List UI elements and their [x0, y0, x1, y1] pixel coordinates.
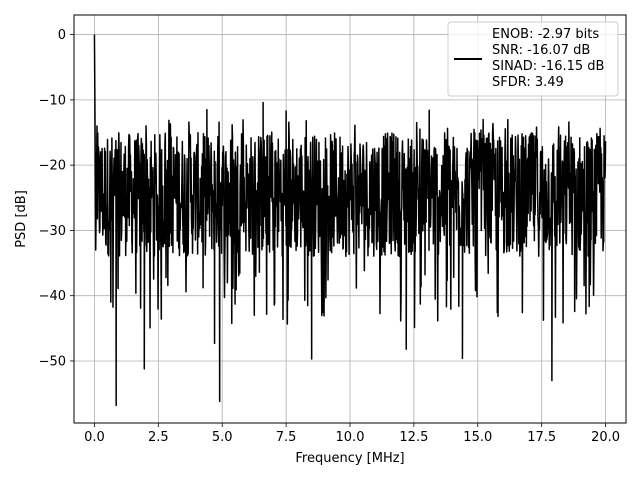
x-tick-label: 20.0	[591, 430, 620, 445]
x-axis-label: Frequency [MHz]	[295, 451, 404, 466]
x-tick-label: 15.0	[463, 430, 492, 445]
y-tick-label: −10	[39, 93, 66, 108]
x-tick-label: 10.0	[336, 430, 365, 445]
legend-enob: ENOB: -2.97 bits	[492, 27, 599, 42]
y-tick-label: −40	[39, 289, 66, 304]
psd-series	[93, 34, 607, 407]
axis-ticks: 0.0 2.5 5.0 7.5 10.0 12.5 15.0 17.5 20.0 0 −10 −20 −…	[39, 28, 620, 445]
legend-sfdr: SFDR: 3.49	[492, 75, 564, 90]
psd-line	[93, 34, 607, 407]
x-tick-label: 7.5	[276, 430, 297, 445]
x-tick-label: 12.5	[399, 430, 428, 445]
legend: ENOB: -2.97 bits SNR: -16.07 dB SINAD: -…	[447, 21, 619, 97]
y-axis-label: PSD [dB]	[14, 190, 29, 248]
legend-sinad: SINAD: -16.15 dB	[492, 59, 604, 74]
y-tick-label: 0	[58, 28, 66, 43]
x-tick-label: 2.5	[148, 430, 169, 445]
legend-snr: SNR: -16.07 dB	[492, 43, 590, 58]
y-tick-label: −20	[39, 159, 66, 174]
x-tick-label: 5.0	[212, 430, 233, 445]
x-tick-label: 0.0	[84, 430, 105, 445]
y-tick-label: −30	[39, 224, 66, 239]
y-tick-label: −50	[39, 354, 66, 369]
x-tick-label: 17.5	[527, 430, 556, 445]
legend-box	[447, 21, 619, 97]
